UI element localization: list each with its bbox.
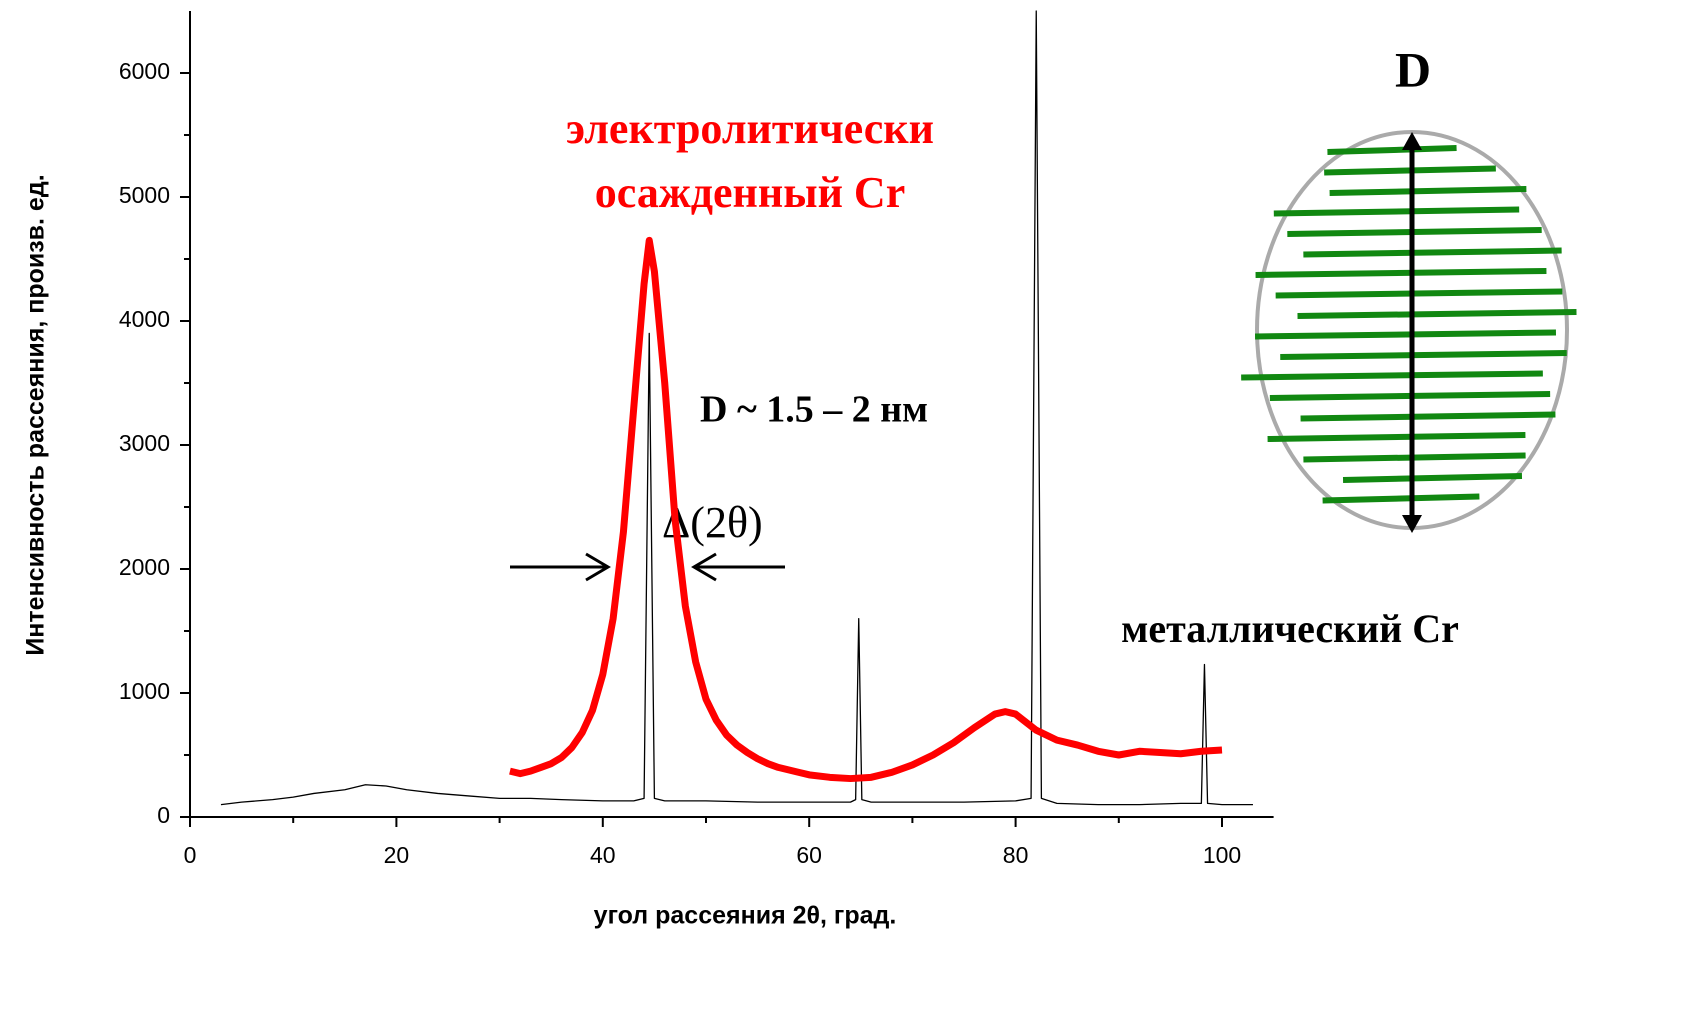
- lattice-line: [1303, 247, 1562, 258]
- arrow-head: [1402, 515, 1422, 533]
- lattice-line: [1297, 309, 1577, 319]
- y-tick-label: 2000: [119, 554, 170, 580]
- lattice-line: [1280, 350, 1567, 360]
- y-tick-label: 4000: [119, 306, 170, 332]
- series-label: электролитически: [566, 104, 934, 153]
- y-tick-label: 1000: [119, 678, 170, 704]
- y-axis-title: Интенсивность рассеяния, произв. ед.: [22, 174, 50, 655]
- x-tick-label: 80: [1003, 842, 1029, 868]
- diagram-label: D: [1395, 41, 1431, 97]
- x-tick-label: 40: [590, 842, 616, 868]
- lattice-line: [1327, 145, 1457, 155]
- y-tick-label: 0: [157, 802, 170, 828]
- lattice-line: [1255, 329, 1556, 340]
- y-tick-label: 3000: [119, 430, 170, 456]
- lattice-line: [1322, 493, 1480, 504]
- lattice-line: [1300, 411, 1556, 422]
- x-axis-title: угол рассеяния 2θ, град.: [594, 902, 897, 930]
- lattice-line: [1273, 206, 1520, 217]
- lattice-line: [1241, 370, 1543, 381]
- y-tick-label: 6000: [119, 58, 170, 84]
- lattice-line: [1267, 432, 1526, 442]
- x-tick-label: 60: [796, 842, 822, 868]
- lattice-line: [1329, 186, 1527, 196]
- x-tick-label: 100: [1203, 842, 1241, 868]
- series-label: осажденный Cr: [595, 168, 905, 217]
- y-tick-label: 5000: [119, 182, 170, 208]
- annotation: D ~ 1.5 – 2 нм: [700, 389, 928, 431]
- lattice-line: [1275, 288, 1563, 299]
- x-tick-label: 20: [384, 842, 410, 868]
- lattice-line: [1342, 473, 1523, 483]
- series-label: металлический Cr: [1121, 606, 1459, 651]
- crystallite-diagram: [1241, 130, 1577, 533]
- arrow-head: [1402, 132, 1422, 150]
- width-arrows: [510, 552, 785, 582]
- metallic-line: [220, 10, 1253, 806]
- electrodeposited-line: [509, 236, 1223, 783]
- lattice-line: [1255, 268, 1547, 278]
- x-tick-label: 0: [184, 842, 197, 868]
